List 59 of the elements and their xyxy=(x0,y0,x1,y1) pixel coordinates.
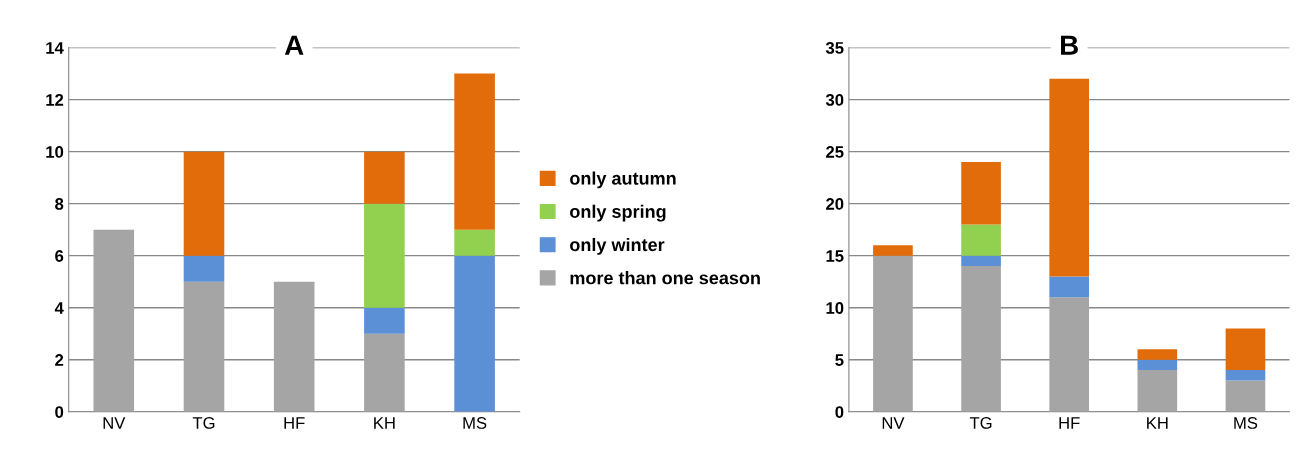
y-tick-label: 10 xyxy=(46,146,64,158)
bar xyxy=(183,281,225,412)
bar xyxy=(961,255,1001,267)
x-tick-label: KH xyxy=(374,417,395,429)
y-tick-label: 4 xyxy=(54,302,64,314)
bar xyxy=(1137,370,1178,412)
y-tick-label: 0 xyxy=(835,406,844,418)
bar xyxy=(873,245,913,256)
y-tick-label: 14 xyxy=(46,42,64,54)
bar xyxy=(1137,359,1178,371)
y-tick-label: 12 xyxy=(46,94,64,106)
legend-label: only autumn xyxy=(570,171,676,189)
x-tick-label: HF xyxy=(284,417,305,429)
legend-label: only spring xyxy=(570,204,666,222)
chart-title: A xyxy=(284,35,304,55)
bar xyxy=(1049,78,1090,277)
y-tick-label: 20 xyxy=(826,198,844,210)
bar xyxy=(454,255,495,412)
bar xyxy=(183,255,225,282)
y-tick-label: 35 xyxy=(825,42,844,54)
bar xyxy=(1225,380,1266,412)
y-tick-label: 15 xyxy=(826,250,844,262)
chart-title: B xyxy=(1061,35,1078,55)
bar xyxy=(1225,370,1266,381)
y-tick-label: 0 xyxy=(55,406,64,418)
bar xyxy=(183,151,225,256)
bar xyxy=(364,151,405,204)
x-tick-label: MS xyxy=(463,417,487,429)
bar xyxy=(1049,297,1090,412)
x-tick-label: TG xyxy=(969,417,992,429)
bar xyxy=(273,281,315,412)
x-tick-label: KH xyxy=(1147,417,1168,429)
bar xyxy=(1049,276,1090,298)
bar xyxy=(364,333,405,412)
bar xyxy=(364,203,405,308)
bar xyxy=(961,162,1001,225)
y-tick-label: 6 xyxy=(55,250,64,262)
legend-label: only winter xyxy=(570,237,665,255)
legend-label: more than one season xyxy=(570,271,760,285)
bar xyxy=(961,224,1001,256)
x-tick-label: MS xyxy=(1234,417,1258,429)
bar xyxy=(873,255,913,412)
y-tick-label: 30 xyxy=(825,94,844,106)
x-tick-label: NV xyxy=(882,417,905,429)
y-tick-label: 25 xyxy=(826,146,844,158)
bar xyxy=(364,307,405,334)
bar xyxy=(1225,328,1266,371)
bar xyxy=(454,73,495,230)
bar xyxy=(1137,349,1178,360)
x-tick-label: NV xyxy=(103,417,126,429)
y-tick-label: 5 xyxy=(835,354,844,366)
y-tick-label: 10 xyxy=(826,302,844,314)
y-tick-label: 8 xyxy=(55,198,64,210)
bar xyxy=(961,266,1001,412)
x-tick-label: TG xyxy=(192,417,215,429)
bar xyxy=(93,229,135,412)
x-tick-label: HF xyxy=(1059,417,1080,429)
y-tick-label: 2 xyxy=(55,354,64,366)
bar xyxy=(454,229,495,256)
